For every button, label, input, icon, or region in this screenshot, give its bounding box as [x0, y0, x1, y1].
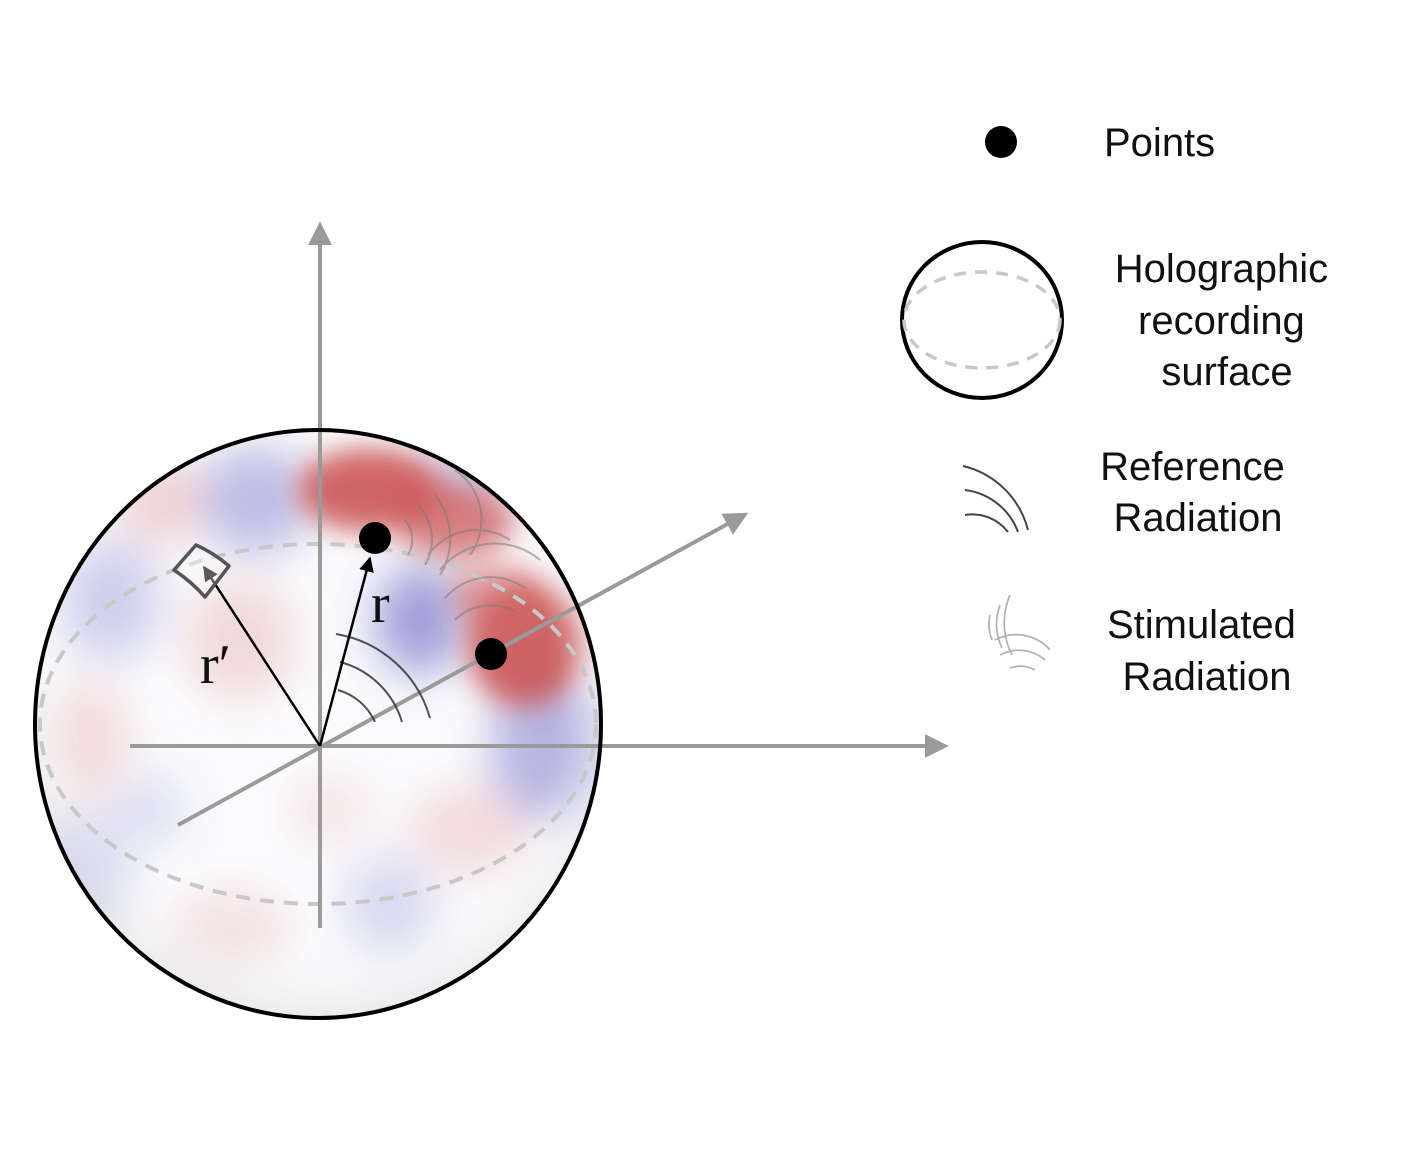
legend-surface-line-1: Holographic — [1115, 247, 1328, 291]
r-vector — [318, 556, 374, 747]
legend-stimulated-line-2: Radiation — [1122, 655, 1291, 699]
legend-stimulated-line-1: Stimulated — [1107, 603, 1296, 647]
legend-surface-line-2: recording — [1138, 299, 1305, 343]
legend-points-label: Points — [1104, 121, 1215, 165]
legend-reference-label: Reference Radiation — [1100, 445, 1296, 540]
crossed-arc-waves-icon — [987, 594, 1051, 671]
legend-reference-line-1: Reference — [1100, 445, 1285, 489]
legend: Points Holographic recording surface Ref… — [900, 121, 1340, 699]
r-prime-label: r′ — [200, 634, 231, 696]
r-prime-vector — [202, 565, 322, 747]
point-upper — [359, 522, 391, 554]
legend-surface-label: Holographic recording surface — [1115, 247, 1340, 394]
stimulated-radiation-arcs — [404, 469, 541, 621]
coordinate-axes — [130, 221, 949, 928]
y-axis — [177, 512, 749, 827]
reference-radiation-arcs — [335, 633, 431, 723]
surface-patch — [172, 543, 231, 599]
legend-reference-line-2: Radiation — [1113, 496, 1282, 540]
point-lower — [475, 638, 507, 670]
arc-waves-icon — [962, 465, 1029, 533]
r-label: r — [371, 573, 390, 635]
holographic-recording-surface — [33, 428, 603, 1020]
legend-surface-line-3: surface — [1161, 350, 1292, 394]
filled-dot-icon — [985, 126, 1017, 158]
legend-stimulated-label: Stimulated Radiation — [1107, 603, 1307, 699]
sphere-outline-icon — [900, 240, 1064, 400]
